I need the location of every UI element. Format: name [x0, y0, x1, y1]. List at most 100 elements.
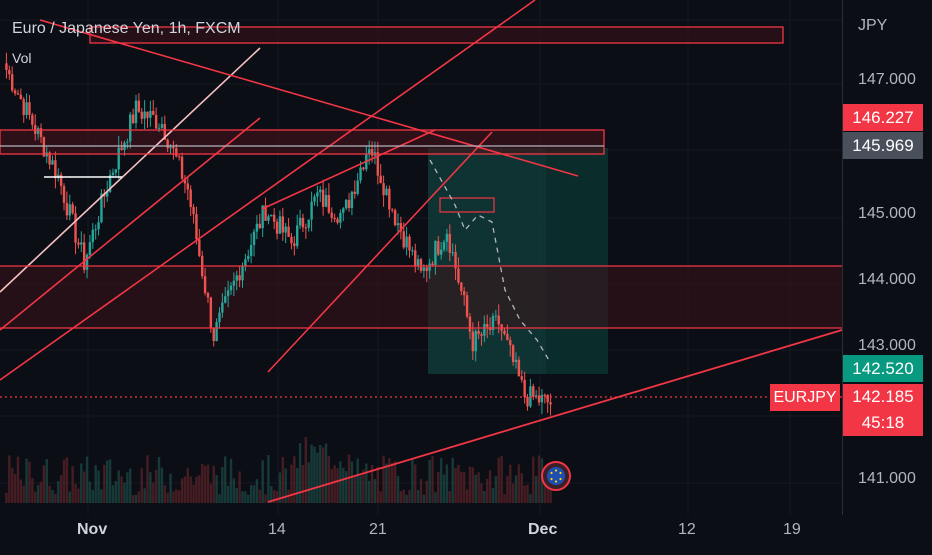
candle-body [477, 330, 480, 335]
candle-body [342, 208, 345, 213]
candle-body [287, 226, 290, 237]
volume-bar [290, 464, 293, 503]
volume-bar [152, 482, 155, 503]
volume-bar [414, 464, 417, 503]
candle-body [160, 124, 164, 128]
candle-body [149, 110, 152, 118]
volume-bar [408, 490, 411, 503]
volume-bar [166, 492, 169, 503]
candle-body [62, 186, 66, 203]
candle-body [523, 379, 526, 397]
volume-bar [85, 456, 89, 503]
candle-body [94, 229, 97, 231]
candle-body [529, 386, 532, 407]
volume-bar [344, 471, 348, 503]
candle-body [419, 259, 423, 271]
volume-bar [362, 469, 365, 503]
candle-body [258, 223, 261, 229]
candle-body [272, 214, 276, 222]
volume-bar [175, 489, 178, 503]
volume-bar [480, 483, 483, 503]
volume-bar [284, 468, 287, 503]
candle-body [399, 223, 403, 232]
candle-body [448, 233, 451, 253]
top-zone [90, 27, 783, 43]
candle-body [114, 169, 118, 173]
time-tick: 14 [268, 521, 286, 538]
volume-bar [537, 455, 541, 503]
candle-body [252, 231, 256, 246]
volume-bar [59, 475, 63, 503]
candle-body [422, 267, 426, 271]
volume-bar [532, 456, 535, 503]
candle-body [25, 102, 28, 115]
candle-body [177, 156, 181, 158]
candle-body [108, 175, 112, 192]
candle-body [344, 199, 348, 209]
volume-bar [457, 464, 460, 503]
volume-bar [270, 485, 273, 503]
candle-body [175, 148, 178, 157]
candle-body [376, 152, 380, 176]
candle-body [517, 359, 521, 377]
candle-body [405, 236, 408, 248]
volume-label[interactable]: Vol [12, 50, 32, 66]
candle-body [393, 210, 397, 226]
volume-bar [298, 443, 302, 503]
candle-body [290, 236, 293, 244]
volume-bar [399, 491, 403, 503]
candle-body [71, 204, 74, 214]
candle-body [514, 359, 518, 362]
candle-body [319, 189, 322, 193]
volume-bar [336, 468, 339, 503]
volume-bar [534, 475, 538, 503]
candle-body [169, 147, 172, 149]
volume-bar [209, 483, 213, 503]
volume-bar [267, 455, 270, 503]
volume-bar [523, 485, 526, 503]
candle-body [241, 266, 244, 281]
volume-bar [140, 468, 143, 503]
price-axis-separator [842, 0, 843, 515]
candle-body [534, 395, 538, 397]
volume-bar [437, 471, 440, 503]
candle-body [85, 254, 89, 270]
volume-bar [385, 463, 388, 503]
volume-bar [272, 490, 276, 503]
candle-body [157, 127, 161, 129]
candle-body [48, 152, 51, 165]
volume-bar [442, 474, 446, 503]
volume-bar [74, 483, 77, 503]
candle-body [367, 149, 371, 155]
candle-body [526, 396, 529, 407]
supply-zone [0, 266, 842, 328]
candle-body [313, 196, 316, 202]
volume-bar [221, 466, 224, 503]
volume-bar [425, 480, 428, 503]
volume-bar [45, 458, 48, 503]
candle-body [74, 213, 77, 243]
candle-body [270, 214, 273, 217]
candle-body [353, 191, 356, 194]
chart-title[interactable]: Euro / Japanese Yen, 1h, FXCM [12, 20, 241, 37]
candle-body [54, 160, 57, 179]
volume-bar [157, 457, 161, 503]
candle-body [356, 180, 359, 194]
volume-bar [391, 463, 394, 503]
drawings[interactable] [0, 0, 843, 503]
candle-body [509, 340, 512, 346]
volume-bar [313, 446, 316, 503]
candle-body [296, 225, 299, 247]
candle-body [540, 394, 544, 403]
candle-body [416, 259, 420, 267]
volume-bar [483, 491, 486, 503]
economic-event-icon[interactable] [541, 461, 571, 491]
volume-bar [431, 456, 434, 503]
volume-bar [88, 481, 92, 503]
volume-bar [218, 494, 221, 503]
price-tick: 145.000 [858, 205, 916, 222]
candle-body [203, 276, 207, 294]
volume-bar [474, 474, 477, 503]
